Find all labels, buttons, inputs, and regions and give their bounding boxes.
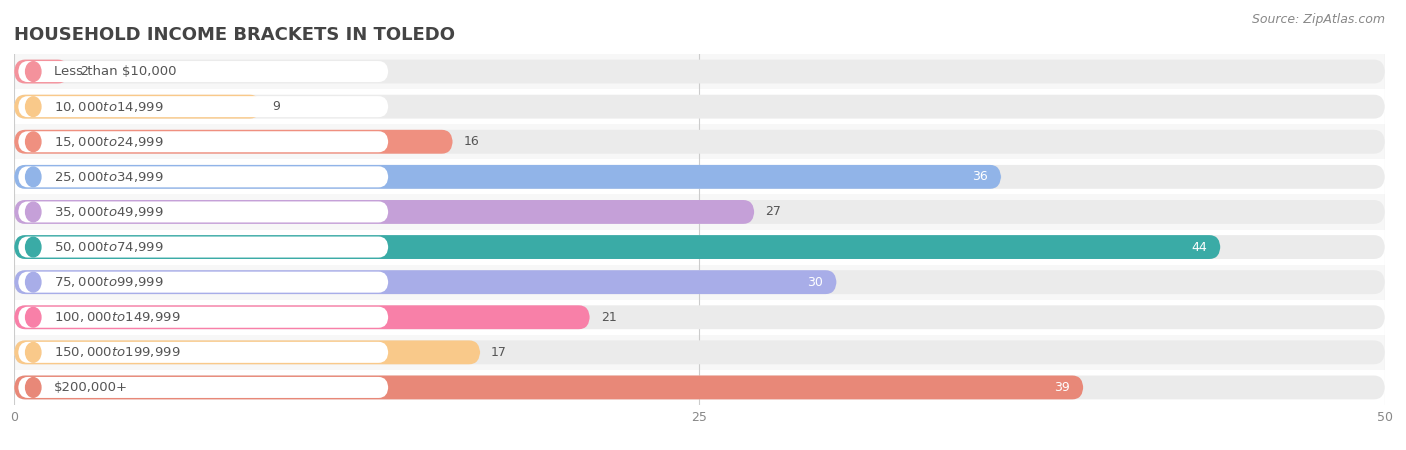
FancyBboxPatch shape [14, 94, 262, 119]
Text: $50,000 to $74,999: $50,000 to $74,999 [53, 240, 163, 254]
FancyBboxPatch shape [18, 166, 388, 187]
Text: $35,000 to $49,999: $35,000 to $49,999 [53, 205, 163, 219]
FancyBboxPatch shape [14, 270, 837, 294]
Text: 2: 2 [80, 65, 87, 78]
Text: $200,000+: $200,000+ [53, 381, 128, 394]
FancyBboxPatch shape [14, 235, 1385, 259]
Text: 44: 44 [1191, 241, 1206, 253]
FancyBboxPatch shape [14, 340, 481, 364]
FancyBboxPatch shape [18, 61, 388, 82]
Text: $10,000 to $14,999: $10,000 to $14,999 [53, 99, 163, 114]
FancyBboxPatch shape [14, 165, 1001, 189]
FancyBboxPatch shape [14, 305, 591, 329]
Text: 9: 9 [271, 100, 280, 113]
Bar [14, 230, 1385, 265]
Bar [14, 89, 1385, 124]
Circle shape [25, 378, 41, 397]
FancyBboxPatch shape [18, 307, 388, 328]
Text: 21: 21 [600, 311, 617, 324]
Text: $150,000 to $199,999: $150,000 to $199,999 [53, 345, 180, 360]
Text: 39: 39 [1054, 381, 1070, 394]
Text: $25,000 to $34,999: $25,000 to $34,999 [53, 170, 163, 184]
Circle shape [25, 342, 41, 362]
FancyBboxPatch shape [14, 305, 1385, 329]
Bar [14, 159, 1385, 194]
Text: HOUSEHOLD INCOME BRACKETS IN TOLEDO: HOUSEHOLD INCOME BRACKETS IN TOLEDO [14, 26, 456, 44]
FancyBboxPatch shape [14, 94, 1385, 119]
Bar [14, 370, 1385, 405]
FancyBboxPatch shape [18, 96, 388, 117]
FancyBboxPatch shape [18, 202, 388, 222]
Text: $100,000 to $149,999: $100,000 to $149,999 [53, 310, 180, 324]
FancyBboxPatch shape [14, 270, 1385, 294]
FancyBboxPatch shape [18, 131, 388, 152]
Circle shape [25, 167, 41, 187]
Circle shape [25, 307, 41, 327]
FancyBboxPatch shape [14, 200, 754, 224]
FancyBboxPatch shape [18, 272, 388, 292]
Bar [14, 54, 1385, 89]
FancyBboxPatch shape [14, 165, 1385, 189]
Bar [14, 335, 1385, 370]
Text: $75,000 to $99,999: $75,000 to $99,999 [53, 275, 163, 289]
FancyBboxPatch shape [14, 130, 453, 154]
FancyBboxPatch shape [14, 340, 1385, 364]
FancyBboxPatch shape [14, 375, 1084, 400]
FancyBboxPatch shape [14, 235, 1220, 259]
Circle shape [25, 62, 41, 81]
FancyBboxPatch shape [18, 237, 388, 257]
Bar [14, 124, 1385, 159]
FancyBboxPatch shape [18, 377, 388, 398]
Text: Source: ZipAtlas.com: Source: ZipAtlas.com [1251, 14, 1385, 27]
FancyBboxPatch shape [14, 375, 1385, 400]
Circle shape [25, 132, 41, 152]
Bar [14, 300, 1385, 335]
Text: 27: 27 [765, 206, 782, 218]
Text: 17: 17 [491, 346, 508, 359]
FancyBboxPatch shape [14, 59, 1385, 84]
Circle shape [25, 272, 41, 292]
FancyBboxPatch shape [14, 130, 1385, 154]
FancyBboxPatch shape [18, 342, 388, 363]
Text: Less than $10,000: Less than $10,000 [53, 65, 176, 78]
Circle shape [25, 97, 41, 117]
FancyBboxPatch shape [14, 59, 69, 84]
Text: 36: 36 [972, 171, 987, 183]
FancyBboxPatch shape [14, 200, 1385, 224]
Circle shape [25, 202, 41, 222]
Text: 16: 16 [464, 135, 479, 148]
Bar [14, 265, 1385, 300]
Bar [14, 194, 1385, 230]
Text: 30: 30 [807, 276, 823, 288]
Text: $15,000 to $24,999: $15,000 to $24,999 [53, 135, 163, 149]
Circle shape [25, 237, 41, 257]
